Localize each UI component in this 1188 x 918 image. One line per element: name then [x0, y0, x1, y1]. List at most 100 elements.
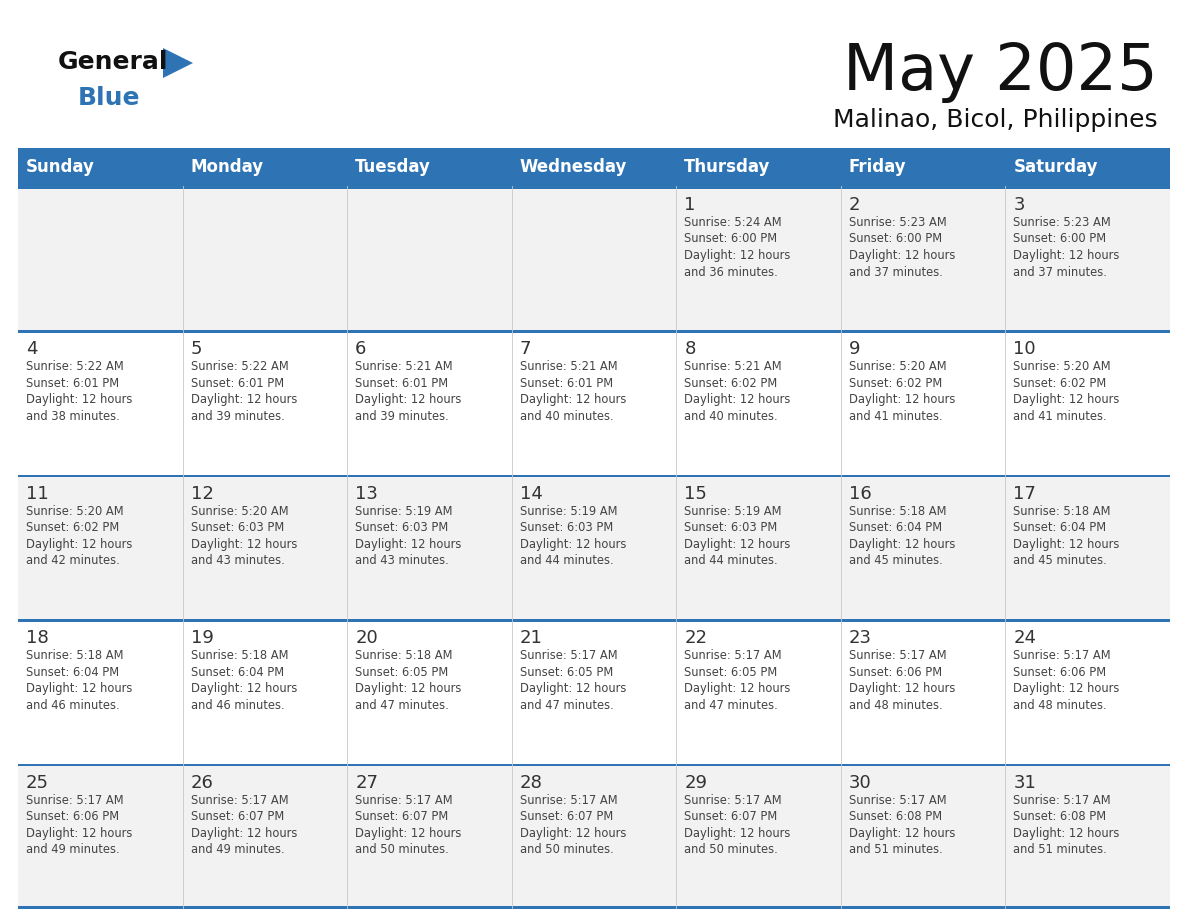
Text: Sunrise: 5:20 AM: Sunrise: 5:20 AM	[849, 361, 947, 374]
Text: 16: 16	[849, 485, 872, 503]
Text: Sunrise: 5:18 AM: Sunrise: 5:18 AM	[355, 649, 453, 662]
Text: Sunset: 6:04 PM: Sunset: 6:04 PM	[1013, 521, 1106, 534]
Text: 20: 20	[355, 629, 378, 647]
Text: and 39 minutes.: and 39 minutes.	[355, 410, 449, 423]
Text: Sunset: 6:03 PM: Sunset: 6:03 PM	[355, 521, 448, 534]
Text: Sunrise: 5:20 AM: Sunrise: 5:20 AM	[190, 505, 289, 518]
Text: and 47 minutes.: and 47 minutes.	[355, 699, 449, 711]
Text: Sunset: 6:04 PM: Sunset: 6:04 PM	[26, 666, 119, 678]
Text: Daylight: 12 hours: Daylight: 12 hours	[849, 249, 955, 262]
Text: 21: 21	[519, 629, 543, 647]
Text: 4: 4	[26, 341, 38, 358]
Text: Sunset: 6:05 PM: Sunset: 6:05 PM	[519, 666, 613, 678]
Bar	[18, 186, 1170, 330]
Text: Sunset: 6:00 PM: Sunset: 6:00 PM	[849, 232, 942, 245]
Text: Sunset: 6:07 PM: Sunset: 6:07 PM	[355, 810, 448, 823]
Text: and 44 minutes.: and 44 minutes.	[519, 554, 613, 567]
Text: Sunset: 6:00 PM: Sunset: 6:00 PM	[684, 232, 777, 245]
Text: Sunrise: 5:18 AM: Sunrise: 5:18 AM	[1013, 505, 1111, 518]
Text: Daylight: 12 hours: Daylight: 12 hours	[190, 538, 297, 551]
Text: Daylight: 12 hours: Daylight: 12 hours	[519, 538, 626, 551]
Text: and 47 minutes.: and 47 minutes.	[519, 699, 613, 711]
Text: Monday: Monday	[190, 158, 264, 176]
Text: 6: 6	[355, 341, 367, 358]
Text: Sunset: 6:08 PM: Sunset: 6:08 PM	[1013, 810, 1106, 823]
Text: Sunset: 6:07 PM: Sunset: 6:07 PM	[190, 810, 284, 823]
Text: Sunset: 6:02 PM: Sunset: 6:02 PM	[1013, 377, 1107, 390]
Text: and 40 minutes.: and 40 minutes.	[684, 410, 778, 423]
Text: Sunrise: 5:17 AM: Sunrise: 5:17 AM	[849, 649, 947, 662]
Text: Daylight: 12 hours: Daylight: 12 hours	[355, 826, 461, 840]
Text: and 47 minutes.: and 47 minutes.	[684, 699, 778, 711]
Text: and 49 minutes.: and 49 minutes.	[190, 843, 284, 856]
Text: and 50 minutes.: and 50 minutes.	[519, 843, 613, 856]
Text: Sunrise: 5:22 AM: Sunrise: 5:22 AM	[26, 361, 124, 374]
Text: Sunset: 6:01 PM: Sunset: 6:01 PM	[190, 377, 284, 390]
Text: Sunset: 6:01 PM: Sunset: 6:01 PM	[26, 377, 119, 390]
Text: Daylight: 12 hours: Daylight: 12 hours	[684, 538, 791, 551]
Text: Sunset: 6:02 PM: Sunset: 6:02 PM	[26, 521, 119, 534]
Text: Sunrise: 5:17 AM: Sunrise: 5:17 AM	[519, 649, 618, 662]
Text: General: General	[58, 50, 169, 74]
Text: 25: 25	[26, 774, 49, 791]
Text: Sunrise: 5:17 AM: Sunrise: 5:17 AM	[684, 649, 782, 662]
Bar	[18, 330, 1170, 333]
Text: Daylight: 12 hours: Daylight: 12 hours	[26, 394, 132, 407]
Text: Sunset: 6:03 PM: Sunset: 6:03 PM	[190, 521, 284, 534]
Text: Sunrise: 5:24 AM: Sunrise: 5:24 AM	[684, 216, 782, 229]
Text: 13: 13	[355, 485, 378, 503]
Text: Sunrise: 5:19 AM: Sunrise: 5:19 AM	[519, 505, 618, 518]
Bar	[18, 620, 1170, 764]
Text: Sunset: 6:05 PM: Sunset: 6:05 PM	[355, 666, 448, 678]
Text: 3: 3	[1013, 196, 1025, 214]
Text: Sunrise: 5:17 AM: Sunrise: 5:17 AM	[1013, 793, 1111, 807]
Text: and 46 minutes.: and 46 minutes.	[190, 699, 284, 711]
Text: Sunset: 6:01 PM: Sunset: 6:01 PM	[355, 377, 448, 390]
Text: Sunset: 6:04 PM: Sunset: 6:04 PM	[849, 521, 942, 534]
Text: and 49 minutes.: and 49 minutes.	[26, 843, 120, 856]
Text: 8: 8	[684, 341, 696, 358]
Text: Sunset: 6:03 PM: Sunset: 6:03 PM	[684, 521, 777, 534]
Text: 7: 7	[519, 341, 531, 358]
Bar	[18, 475, 1170, 477]
Text: 28: 28	[519, 774, 543, 791]
Text: 18: 18	[26, 629, 49, 647]
Bar	[18, 148, 1170, 186]
Text: 15: 15	[684, 485, 707, 503]
Text: Sunset: 6:00 PM: Sunset: 6:00 PM	[1013, 232, 1106, 245]
Text: and 39 minutes.: and 39 minutes.	[190, 410, 284, 423]
Text: and 44 minutes.: and 44 minutes.	[684, 554, 778, 567]
Text: 29: 29	[684, 774, 707, 791]
Text: and 41 minutes.: and 41 minutes.	[1013, 410, 1107, 423]
Text: and 50 minutes.: and 50 minutes.	[355, 843, 449, 856]
Text: and 43 minutes.: and 43 minutes.	[355, 554, 449, 567]
Text: and 42 minutes.: and 42 minutes.	[26, 554, 120, 567]
Text: Sunrise: 5:19 AM: Sunrise: 5:19 AM	[355, 505, 453, 518]
Text: Sunday: Sunday	[26, 158, 95, 176]
Text: Sunrise: 5:17 AM: Sunrise: 5:17 AM	[26, 793, 124, 807]
Bar	[18, 330, 1170, 475]
Text: Daylight: 12 hours: Daylight: 12 hours	[849, 682, 955, 695]
Text: Daylight: 12 hours: Daylight: 12 hours	[190, 682, 297, 695]
Text: Daylight: 12 hours: Daylight: 12 hours	[684, 249, 791, 262]
Text: and 46 minutes.: and 46 minutes.	[26, 699, 120, 711]
Text: Sunrise: 5:17 AM: Sunrise: 5:17 AM	[849, 793, 947, 807]
Text: Daylight: 12 hours: Daylight: 12 hours	[1013, 826, 1120, 840]
Text: Sunrise: 5:21 AM: Sunrise: 5:21 AM	[684, 361, 782, 374]
Text: Daylight: 12 hours: Daylight: 12 hours	[26, 538, 132, 551]
Text: Malinao, Bicol, Philippines: Malinao, Bicol, Philippines	[833, 108, 1158, 132]
Text: Sunrise: 5:17 AM: Sunrise: 5:17 AM	[355, 793, 453, 807]
Text: Daylight: 12 hours: Daylight: 12 hours	[519, 394, 626, 407]
Text: Daylight: 12 hours: Daylight: 12 hours	[849, 394, 955, 407]
Text: 9: 9	[849, 341, 860, 358]
Text: Sunset: 6:05 PM: Sunset: 6:05 PM	[684, 666, 777, 678]
Text: 12: 12	[190, 485, 214, 503]
Bar	[18, 475, 1170, 620]
Text: and 36 minutes.: and 36 minutes.	[684, 265, 778, 278]
Bar	[18, 764, 1170, 767]
Text: 19: 19	[190, 629, 214, 647]
Text: Sunset: 6:04 PM: Sunset: 6:04 PM	[190, 666, 284, 678]
Text: Tuesday: Tuesday	[355, 158, 431, 176]
Text: Sunrise: 5:17 AM: Sunrise: 5:17 AM	[1013, 649, 1111, 662]
Text: Daylight: 12 hours: Daylight: 12 hours	[1013, 394, 1120, 407]
